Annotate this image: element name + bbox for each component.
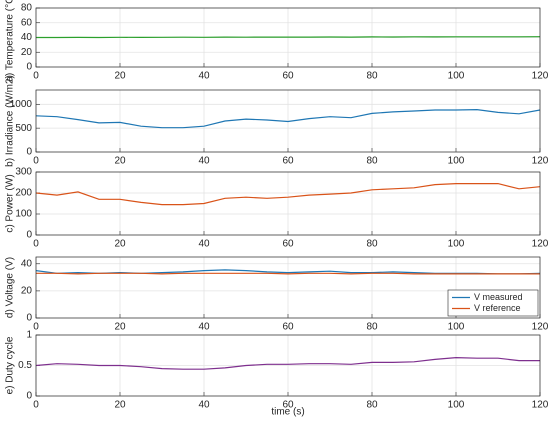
x-tick-label: 40: [198, 156, 210, 167]
x-tick-label: 120: [532, 71, 549, 82]
data-line: [35, 108, 541, 129]
y-tick-label: 0: [26, 391, 32, 402]
x-tick-label: 20: [114, 156, 126, 167]
y-tick-label: 1: [26, 330, 32, 341]
y-tick-label: 60: [21, 17, 33, 28]
y-tick-label: 40: [21, 32, 33, 43]
axes-box: [35, 334, 541, 397]
y-tick-label: 20: [21, 286, 33, 297]
x-tick-label: 20: [114, 71, 126, 82]
x-tick-label: 120: [532, 400, 549, 411]
x-tick-label: 0: [33, 400, 39, 411]
x-tick-label: 100: [448, 71, 465, 82]
x-tick-label: 120: [532, 239, 549, 250]
y-tick-label: 80: [21, 3, 33, 14]
x-tick-label: 60: [282, 322, 294, 333]
x-tick-label: 20: [114, 322, 126, 333]
axes-box: [35, 89, 541, 153]
x-tick-label: 100: [448, 156, 465, 167]
data-line: [36, 272, 540, 275]
y-tick-label: 0.5: [18, 360, 32, 371]
y-tick-label: 40: [21, 258, 33, 269]
y-axis-label: c) Power (W): [5, 174, 16, 232]
x-tick-label: 0: [33, 322, 39, 333]
x-tick-label: 40: [198, 400, 210, 411]
x-tick-label: 0: [33, 156, 39, 167]
x-tick-label: 60: [282, 239, 294, 250]
y-tick-label: 500: [15, 123, 32, 134]
data-line: [36, 36, 541, 39]
x-tick-label: 100: [448, 239, 465, 250]
x-tick-label: 100: [448, 322, 465, 333]
y-tick-label: 100: [15, 209, 32, 220]
x-tick-label: 120: [532, 322, 549, 333]
y-axis-label: e) Duty cycle: [5, 336, 16, 394]
x-axis-label: time (s): [271, 407, 304, 418]
x-tick-label: 120: [532, 156, 549, 167]
legend-label: V measured: [474, 292, 523, 302]
x-tick-label: 100: [448, 400, 465, 411]
x-tick-label: 80: [366, 156, 378, 167]
y-tick-label: 300: [15, 167, 32, 178]
x-tick-label: 80: [366, 239, 378, 250]
x-tick-label: 0: [33, 239, 39, 250]
y-tick-label: 0: [26, 62, 32, 73]
y-tick-label: 1000: [10, 99, 33, 110]
y-axis-label: a) Temperature (°C): [5, 0, 16, 82]
x-tick-label: 60: [282, 71, 294, 82]
x-tick-label: 20: [114, 400, 126, 411]
x-tick-label: 80: [366, 322, 378, 333]
data-line: [35, 183, 541, 206]
x-tick-label: 60: [282, 156, 294, 167]
x-tick-label: 80: [366, 400, 378, 411]
y-axis-label: b) Irradiance (W/m2): [5, 75, 16, 167]
y-axis-label: d) Voltage (V): [5, 257, 16, 318]
x-tick-label: 60: [282, 400, 294, 411]
data-line: [35, 356, 540, 370]
axes-box: [35, 171, 541, 236]
x-tick-label: 40: [198, 239, 210, 250]
legend-box: [447, 289, 539, 317]
x-tick-label: 0: [33, 71, 39, 82]
y-tick-label: 0: [26, 230, 32, 241]
y-tick-label: 0: [26, 313, 32, 324]
axes-box: [35, 7, 541, 68]
legend-label: V reference: [474, 303, 521, 313]
x-tick-label: 20: [114, 239, 126, 250]
x-tick-label: 80: [366, 71, 378, 82]
x-tick-label: 40: [198, 322, 210, 333]
y-tick-label: 0: [26, 147, 32, 158]
y-tick-label: 200: [15, 188, 32, 199]
y-tick-label: 20: [21, 47, 33, 58]
axes-box: [35, 256, 541, 319]
x-tick-label: 40: [198, 71, 210, 82]
